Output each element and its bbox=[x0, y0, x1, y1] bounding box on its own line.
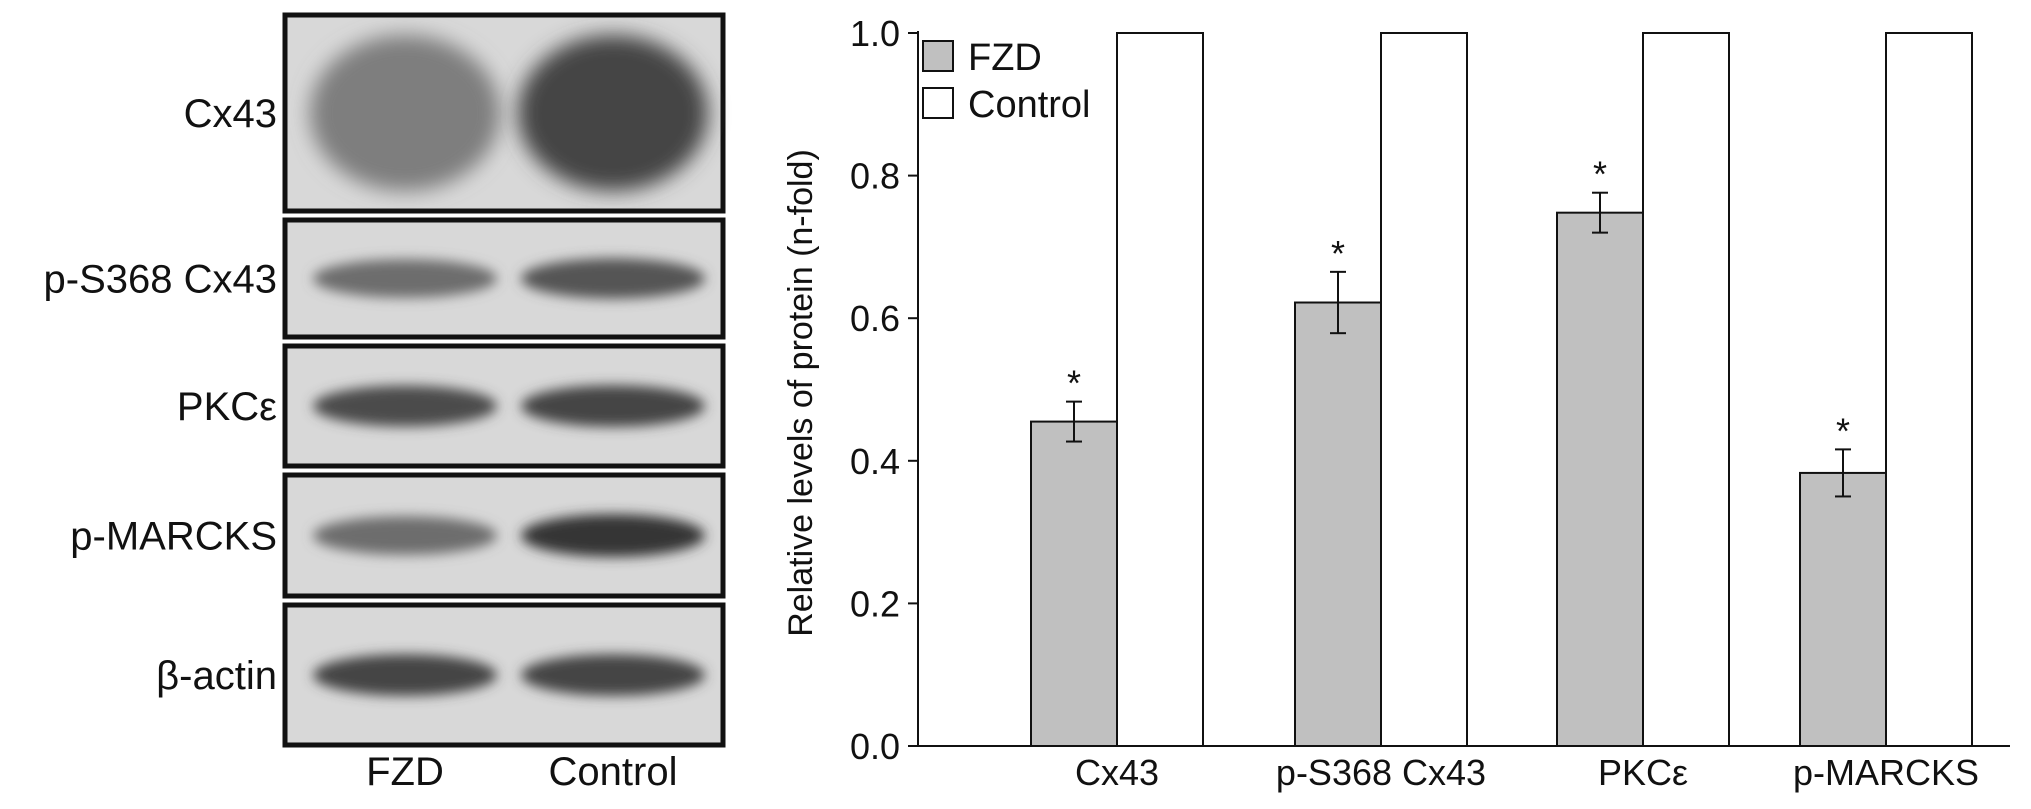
blot-row-label: PKCε bbox=[177, 385, 277, 429]
significance-star: * bbox=[1067, 363, 1081, 404]
y-tick-label: 0.8 bbox=[850, 156, 900, 197]
x-tick-label: PKCε bbox=[1598, 752, 1688, 793]
bar-group-cx43: * Cx43 bbox=[1030, 32, 1204, 793]
bar-control-cx43 bbox=[1116, 32, 1204, 747]
bar-fzd-p-marcks bbox=[1799, 471, 1887, 747]
blot-row-label: p-MARCKS bbox=[70, 515, 277, 559]
x-tick-label: p-S368 Cx43 bbox=[1276, 752, 1486, 793]
legend: FZD Control bbox=[922, 37, 1091, 126]
blot-row-pkc: PKCε bbox=[177, 343, 726, 469]
bar-group-pkc: * PKCε bbox=[1556, 32, 1730, 793]
bar-fzd-pkc bbox=[1556, 211, 1644, 747]
bar-chart: 0.0 0.2 0.4 0.6 0.8 1.0 * Cx43 * p-S368 Cx43 * PKC… bbox=[782, 13, 2010, 793]
y-tick-label: 0.6 bbox=[850, 298, 900, 339]
legend-label-fzd: FZD bbox=[968, 37, 1042, 79]
blot-row-actin: β-actin bbox=[156, 602, 726, 748]
blot-row-label: p-S368 Cx43 bbox=[44, 258, 277, 302]
legend-label-control: Control bbox=[968, 84, 1091, 126]
bar-control-p-marcks bbox=[1885, 32, 1973, 747]
x-tick-label: p-MARCKS bbox=[1793, 752, 1979, 793]
lane-label-fzd: FZD bbox=[366, 750, 444, 794]
y-tick-label: 0.2 bbox=[850, 583, 900, 624]
blot-band bbox=[521, 258, 705, 299]
y-tick-label: 0.0 bbox=[850, 726, 900, 767]
blot-band bbox=[313, 516, 497, 555]
blot-band bbox=[518, 35, 708, 191]
legend-swatch-control bbox=[922, 87, 954, 119]
y-axis-label: Relative levels of protein (n-fold) bbox=[782, 149, 820, 637]
lane-label-control: Control bbox=[549, 750, 678, 794]
blot-row-label: Cx43 bbox=[184, 92, 277, 136]
x-tick-label: Cx43 bbox=[1075, 752, 1159, 793]
blot-band bbox=[521, 385, 705, 427]
significance-star: * bbox=[1593, 154, 1607, 195]
blot-band bbox=[313, 259, 497, 298]
y-tick-label: 0.4 bbox=[850, 441, 900, 482]
blot-band bbox=[313, 385, 497, 427]
blot-band bbox=[521, 654, 705, 696]
bar-group-p-s368-cx43: * p-S368 Cx43 bbox=[1276, 32, 1486, 793]
blot-band bbox=[313, 654, 497, 696]
blot-row-p-marcks: p-MARCKS bbox=[70, 472, 726, 599]
bar-control-p-s368-cx43 bbox=[1380, 32, 1468, 747]
blot-band bbox=[310, 35, 500, 191]
y-tick-label: 1.0 bbox=[850, 13, 900, 54]
blot-row-cx43: Cx43 bbox=[184, 12, 726, 214]
western-blot-panel: Cx43 p-S368 Cx43 PKCε p-MARCKS β-actin FZD C… bbox=[44, 12, 726, 794]
blot-row-label: β-actin bbox=[156, 654, 277, 698]
bar-fzd-p-s368-cx43 bbox=[1294, 301, 1382, 747]
bar-control-pkc bbox=[1642, 32, 1730, 747]
significance-star: * bbox=[1836, 410, 1850, 451]
bar-fzd-cx43 bbox=[1030, 420, 1118, 747]
blot-band bbox=[521, 514, 705, 557]
blot-row-p-s368-cx43: p-S368 Cx43 bbox=[44, 217, 726, 340]
significance-star: * bbox=[1331, 233, 1345, 274]
bar-group-p-marcks: * p-MARCKS bbox=[1793, 32, 1979, 793]
legend-swatch-fzd bbox=[922, 40, 954, 72]
